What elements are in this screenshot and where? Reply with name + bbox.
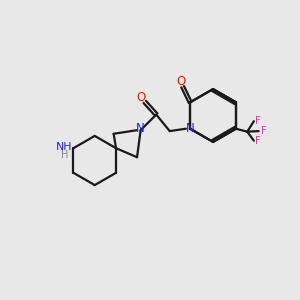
Text: N: N	[186, 122, 194, 135]
Text: O: O	[136, 91, 145, 104]
Text: F: F	[255, 136, 261, 146]
Text: F: F	[255, 116, 261, 126]
Text: F: F	[260, 126, 266, 136]
Text: H: H	[61, 150, 68, 160]
Text: N: N	[136, 122, 145, 136]
Text: O: O	[177, 75, 186, 88]
Text: NH: NH	[56, 142, 72, 152]
